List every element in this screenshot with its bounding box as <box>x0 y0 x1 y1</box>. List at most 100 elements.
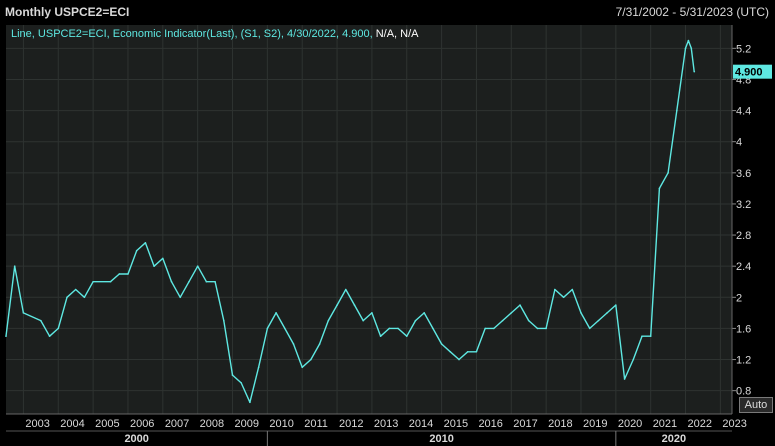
data-point <box>66 296 68 299</box>
title-bar: Monthly USPCE2=ECI 7/31/2002 - 5/31/2023… <box>0 0 775 24</box>
data-point <box>684 47 687 50</box>
data-point <box>536 327 539 330</box>
data-point <box>449 350 452 353</box>
data-point <box>554 288 556 291</box>
x-tick-label: 2023 <box>722 418 746 430</box>
data-point <box>13 265 16 267</box>
data-point <box>676 109 678 112</box>
data-point <box>362 319 364 322</box>
x-tick-label: 2017 <box>513 418 537 430</box>
x-tick-label: 2012 <box>339 418 363 430</box>
data-point <box>353 304 356 306</box>
data-point <box>162 257 164 260</box>
chart-title: Monthly USPCE2=ECI <box>5 5 130 19</box>
data-point <box>475 350 478 353</box>
data-point <box>40 319 42 322</box>
y-tick-label: 2.4 <box>736 261 751 273</box>
data-point <box>649 335 652 338</box>
data-point <box>527 319 530 322</box>
x-tick-label: 2014 <box>409 418 433 430</box>
y-tick-label: 4.4 <box>736 106 751 118</box>
data-point <box>379 335 382 338</box>
data-point <box>57 327 60 330</box>
auto-scale-button[interactable]: Auto <box>739 397 773 413</box>
data-point <box>283 327 286 330</box>
data-point <box>388 327 391 330</box>
data-point <box>519 304 521 306</box>
data-point <box>641 335 643 338</box>
y-tick-label: 2 <box>736 292 742 304</box>
data-point <box>153 265 155 267</box>
data-point <box>240 382 243 384</box>
data-point <box>397 327 399 330</box>
data-point <box>344 288 347 291</box>
x-tick-label: 2004 <box>60 418 84 430</box>
x-tick-label: 2003 <box>25 418 49 430</box>
x-tick-label: 2005 <box>95 418 119 430</box>
series-line <box>5 39 695 403</box>
data-point <box>318 343 321 345</box>
x-tick-label: 2016 <box>478 418 502 430</box>
data-point <box>466 350 469 353</box>
data-point <box>249 401 251 404</box>
data-point <box>5 335 7 338</box>
last-value-label: 4.900 <box>735 67 763 79</box>
data-point <box>510 312 513 314</box>
x-tick-label: 2019 <box>583 418 607 430</box>
data-point <box>440 343 443 345</box>
last-value-tag <box>733 64 772 79</box>
data-point <box>615 304 617 306</box>
x-tick-label: 2009 <box>235 418 259 430</box>
data-point <box>188 280 190 283</box>
data-point <box>580 312 582 314</box>
data-point <box>423 312 425 314</box>
legend-text: Line, USPCE2=ECI, Economic Indicator(Las… <box>11 28 419 40</box>
plot-area <box>6 25 732 414</box>
data-point <box>336 304 338 306</box>
x-tick-label: 2008 <box>200 418 224 430</box>
data-point <box>545 327 547 330</box>
y-tick-label: 0.8 <box>736 386 751 398</box>
x-tick-label: 2006 <box>130 418 154 430</box>
data-point <box>658 187 661 190</box>
data-point <box>205 280 208 283</box>
data-point <box>432 327 434 330</box>
y-tick-label: 2.8 <box>736 230 751 242</box>
y-tick-label: 4 <box>736 137 742 149</box>
decade-label: 2000 <box>124 433 148 445</box>
data-point <box>623 378 626 380</box>
data-point <box>127 273 129 275</box>
y-tick-label: 1.6 <box>736 323 751 335</box>
data-point <box>118 273 121 275</box>
data-point <box>266 327 269 330</box>
data-point <box>371 312 373 314</box>
data-point <box>275 312 277 314</box>
x-tick-label: 2022 <box>688 418 712 430</box>
data-point <box>667 172 669 174</box>
decade-label: 2020 <box>662 433 686 445</box>
y-tick-label: 3.2 <box>736 199 751 211</box>
data-point <box>588 327 591 330</box>
data-point <box>405 335 408 338</box>
data-point <box>22 312 25 314</box>
data-point <box>571 288 574 291</box>
data-point <box>144 242 147 244</box>
data-point <box>690 47 693 50</box>
data-point <box>92 280 94 283</box>
data-point <box>179 296 182 299</box>
data-point <box>135 249 138 252</box>
data-point <box>458 358 460 361</box>
x-tick-label: 2015 <box>444 418 468 430</box>
data-point <box>231 374 234 376</box>
decade-label: 2010 <box>429 433 453 445</box>
data-point <box>693 70 696 73</box>
x-tick-label: 2011 <box>304 418 328 430</box>
legend-series-info: Line, USPCE2=ECI, Economic Indicator(Las… <box>11 28 376 40</box>
data-point <box>257 366 260 369</box>
x-tick-label: 2021 <box>653 418 677 430</box>
y-tick-label: 5.2 <box>736 43 751 55</box>
data-point <box>414 319 417 322</box>
data-point <box>562 296 565 299</box>
